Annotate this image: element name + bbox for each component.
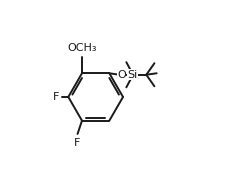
- Text: F: F: [74, 138, 80, 148]
- Text: F: F: [53, 92, 59, 102]
- Text: Si: Si: [127, 70, 137, 80]
- Text: O: O: [117, 70, 125, 80]
- Text: OCH₃: OCH₃: [67, 43, 96, 53]
